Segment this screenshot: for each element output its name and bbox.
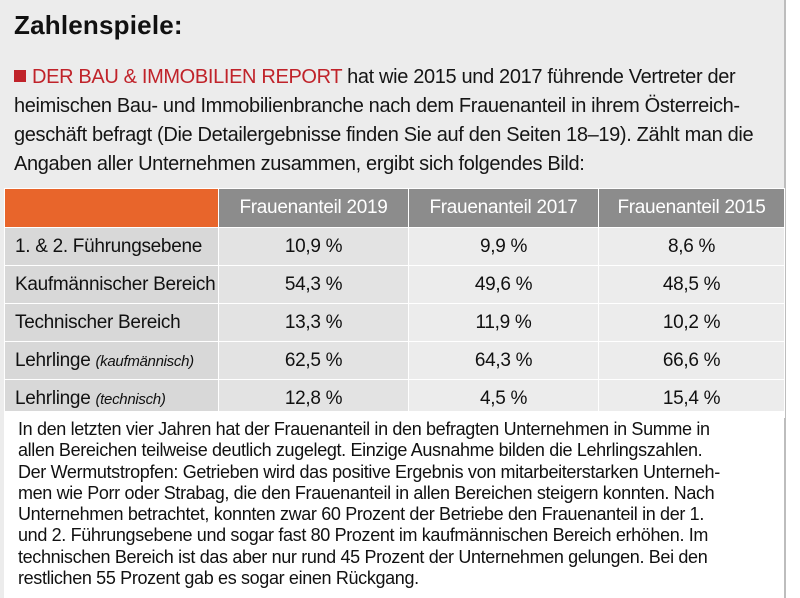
column-header: Frauenanteil 2017 [408, 188, 599, 228]
column-header: Frauenanteil 2015 [598, 188, 785, 228]
body-line: In den letzten vier Jahren hat der Fraue… [18, 419, 710, 439]
table-cell: 49,6 % [408, 265, 599, 304]
box-title: Zahlenspiele: [14, 10, 183, 40]
body-line: allen Bereichen teilweise deutlich zugel… [18, 440, 703, 461]
row-label: Technischer Bereich [4, 303, 219, 342]
column-header: Frauenanteil 2019 [218, 188, 409, 228]
row-label-text: Lehrlinge [15, 387, 91, 409]
row-label-qualifier: (kaufmännisch) [95, 352, 194, 370]
table-row: 1. & 2. Führungsebene 10,9 % 9,9 % 8,6 % [4, 227, 785, 266]
row-label-text: Lehrlinge [15, 349, 91, 371]
brand-name: DER BAU & IMMOBILIEN REPORT [32, 66, 342, 88]
body-line: technischen Bereich ist das aber nur run… [18, 546, 708, 567]
row-label: Lehrlinge (kaufmännisch) [4, 341, 219, 380]
body-line: Der Wermutstropfen: Getrieben wird das p… [18, 461, 720, 482]
table-cell: 13,3 % [218, 303, 409, 342]
table-row: Lehrlinge (kaufmännisch) 62,5 % 64,3 % 6… [4, 341, 785, 380]
data-table: Frauenanteil 2019 Frauenanteil 2017 Frau… [4, 188, 785, 418]
body-line: restlichen 55 Prozent gab es sogar einen… [18, 568, 419, 589]
table-cell: 11,9 % [408, 303, 599, 342]
body-line: Unternehmen betrachtet, konnten zwar 60 … [18, 504, 704, 525]
summary-paragraph: In den letzten vier Jahren hat der Fraue… [4, 411, 784, 598]
body-line: und 2. Führungsebene und sogar fast 80 P… [18, 525, 709, 546]
row-label-text: Kaufmännischer Bereich [15, 273, 216, 295]
red-square-icon [14, 70, 26, 82]
table-cell: 8,6 % [598, 227, 785, 266]
row-label: 1. & 2. Führungsebene [4, 227, 219, 266]
header-row: Frauenanteil 2019 Frauenanteil 2017 Frau… [4, 188, 785, 228]
header-corner-cell [4, 188, 219, 228]
intro-line-4: Angaben aller Unternehmen zusammen, ergi… [14, 153, 585, 175]
intro-line-2: heimischen Bau- und Immobilienbranche na… [14, 95, 740, 117]
table-cell: 10,2 % [598, 303, 785, 342]
intro-line-3: geschäft befragt (Die Detailergebnisse f… [14, 124, 754, 146]
table-cell: 64,3 % [408, 341, 599, 380]
row-label: Kaufmännischer Bereich [4, 265, 219, 304]
table-cell: 9,9 % [408, 227, 599, 266]
row-label-text: Technischer Bereich [15, 311, 181, 333]
table-cell: 54,3 % [218, 265, 409, 304]
table-cell: 10,9 % [218, 227, 409, 266]
intro-line-1: DER BAU & IMMOBILIEN REPORT hat wie 2015… [14, 63, 774, 92]
intro-line-1-text: hat wie 2015 und 2017 führende Vertreter… [341, 66, 736, 88]
row-label-text: 1. & 2. Führungsebene [15, 235, 203, 257]
intro-paragraph: DER BAU & IMMOBILIEN REPORT hat wie 2015… [14, 63, 774, 179]
table-row: Technischer Bereich 13,3 % 11,9 % 10,2 % [4, 303, 785, 342]
row-label-qualifier: (technisch) [95, 390, 166, 408]
body-line: men wie Porr oder Strabag, die den Fraue… [18, 482, 715, 503]
table-cell: 62,5 % [218, 341, 409, 380]
table-row: Kaufmännischer Bereich 54,3 % 49,6 % 48,… [4, 265, 785, 304]
table-cell: 66,6 % [598, 341, 785, 380]
table-cell: 48,5 % [598, 265, 785, 304]
